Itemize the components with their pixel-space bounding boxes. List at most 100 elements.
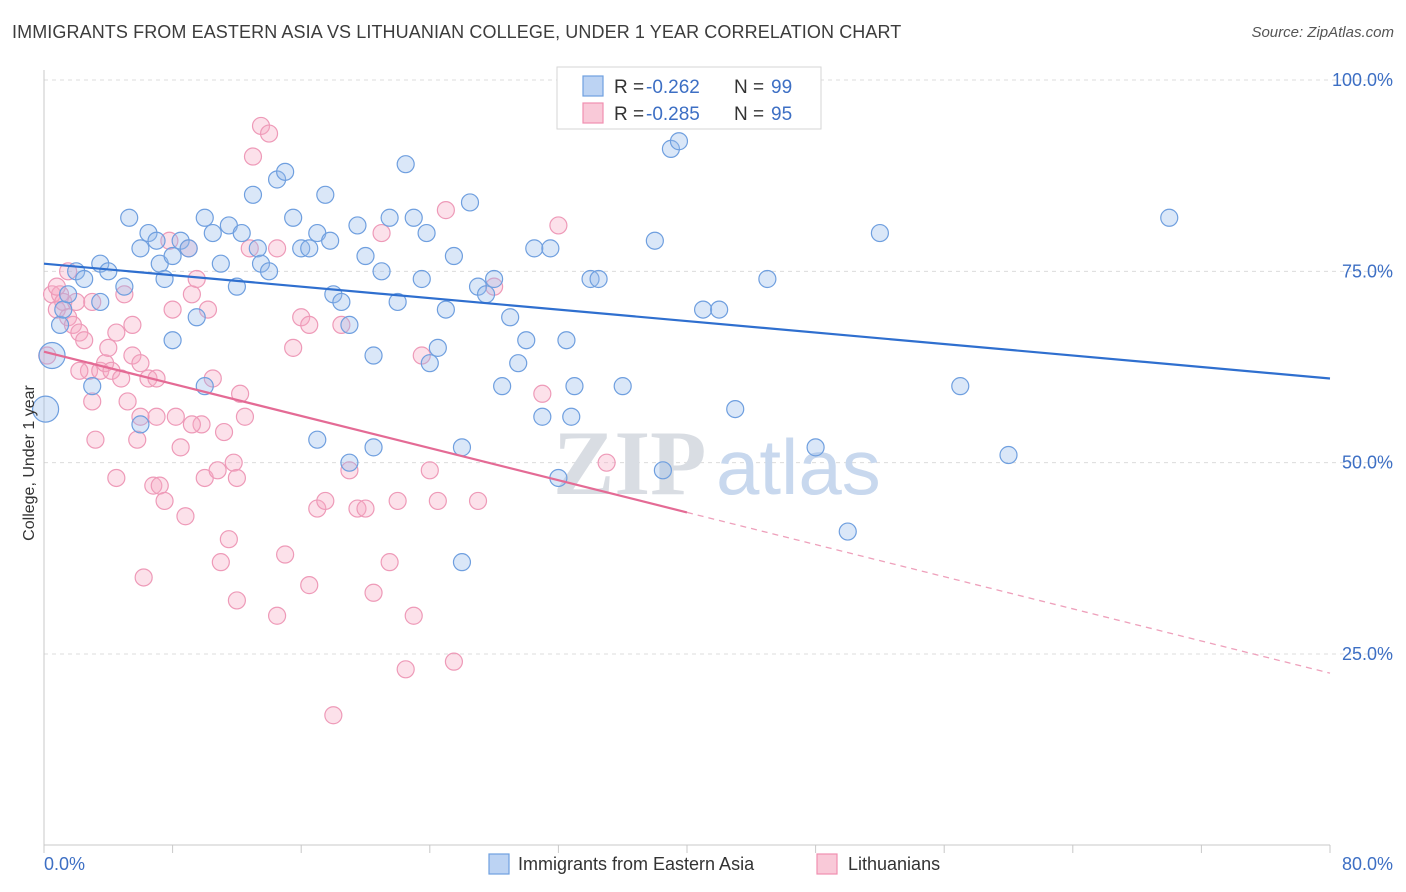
legend-n-label-blue: N =: [734, 77, 764, 98]
trend-line-lithuanians-extension: [686, 511, 1331, 674]
point-eastern-asia-43: [356, 246, 375, 266]
legend: R = -0.262 N = 99 R = -0.285 N = 95: [556, 66, 822, 130]
y-axis-label: College, Under 1 year: [21, 385, 38, 541]
legend-swatch-blue: [582, 75, 604, 97]
point-lithuanians-87: [107, 323, 126, 342]
point-lithuanians-51: [243, 147, 263, 166]
point-lithuanians-12: [86, 430, 105, 449]
point-eastern-asia-80: [669, 132, 689, 151]
point-lithuanians-19: [115, 285, 134, 304]
legend-n-label-pink: N =: [734, 104, 764, 125]
point-eastern-asia-32: [276, 162, 295, 181]
point-eastern-asia-46: [380, 208, 399, 227]
series-lithuanians: [38, 116, 616, 725]
point-eastern-asia-35: [300, 239, 319, 258]
point-eastern-asia-70: [562, 407, 581, 426]
point-eastern-asia-2: [50, 315, 70, 335]
point-lithuanians-34: [176, 507, 195, 526]
point-eastern-asia-22: [203, 223, 222, 243]
point-eastern-asia-84: [758, 269, 777, 289]
point-eastern-asia-12: [131, 239, 150, 258]
point-eastern-asia-55: [444, 246, 464, 266]
point-eastern-asia-78: [653, 461, 672, 480]
point-eastern-asia-6: [75, 269, 94, 289]
point-lithuanians-77: [468, 491, 488, 511]
point-lithuanians-29: [155, 491, 174, 511]
point-eastern-asia-30: [259, 262, 279, 281]
point-eastern-asia-62: [501, 308, 520, 327]
point-lithuanians-91: [227, 468, 246, 488]
point-eastern-asia-0: [32, 395, 60, 423]
point-lithuanians-61: [324, 706, 343, 725]
point-lithuanians-42: [208, 461, 227, 480]
bottom-legend-swatch-pink: [816, 853, 838, 875]
point-lithuanians-24: [134, 568, 153, 587]
point-lithuanians-55: [276, 545, 295, 564]
chart-title: IMMIGRANTS FROM EASTERN ASIA VS LITHUANI…: [12, 22, 902, 42]
point-eastern-asia-97: [452, 553, 472, 572]
point-eastern-asia-3: [54, 300, 73, 319]
point-lithuanians-43: [211, 553, 230, 572]
point-lithuanians-20: [118, 392, 137, 411]
point-lithuanians-44: [214, 422, 234, 442]
point-lithuanians-37: [187, 269, 206, 289]
point-lithuanians-90: [267, 239, 287, 258]
point-eastern-asia-38: [321, 231, 340, 250]
point-eastern-asia-73: [589, 269, 608, 289]
point-lithuanians-49: [235, 407, 255, 426]
point-lithuanians-11: [83, 392, 102, 411]
point-eastern-asia-40: [332, 292, 351, 312]
point-eastern-asia-91: [163, 331, 182, 350]
point-lithuanians-9: [75, 331, 94, 350]
y-tick-label-2: 75.0%: [1342, 261, 1393, 281]
point-lithuanians-47: [227, 591, 246, 610]
point-lithuanians-69: [388, 491, 407, 511]
point-lithuanians-54: [267, 606, 287, 625]
point-eastern-asia-82: [710, 300, 729, 319]
point-eastern-asia-94: [131, 415, 150, 434]
point-eastern-asia-98: [364, 438, 383, 457]
point-eastern-asia-61: [493, 377, 512, 396]
point-lithuanians-28: [150, 476, 169, 495]
point-lithuanians-17: [107, 468, 126, 488]
point-eastern-asia-90: [1160, 208, 1179, 227]
point-eastern-asia-26: [232, 223, 251, 243]
point-eastern-asia-96: [340, 453, 359, 472]
point-lithuanians-26: [144, 476, 163, 495]
point-eastern-asia-77: [645, 231, 664, 250]
point-eastern-asia-66: [533, 407, 552, 426]
point-eastern-asia-4: [59, 285, 78, 304]
point-eastern-asia-33: [284, 208, 303, 227]
point-eastern-asia-28: [248, 239, 267, 258]
point-lithuanians-86: [70, 361, 89, 380]
point-eastern-asia-75: [613, 377, 632, 396]
point-lithuanians-22: [128, 430, 147, 449]
point-lithuanians-67: [372, 223, 391, 243]
x-tick-label-0: 0.0%: [44, 854, 85, 874]
y-tick-label-3: 100.0%: [1332, 70, 1393, 90]
trend-line-eastern-asia: [43, 262, 1331, 380]
point-lithuanians-79: [533, 384, 552, 403]
point-eastern-asia-51: [417, 223, 436, 243]
point-eastern-asia-59: [476, 285, 496, 304]
point-lithuanians-89: [182, 415, 201, 434]
point-lithuanians-73: [420, 461, 439, 480]
point-eastern-asia-44: [364, 346, 383, 365]
bottom-legend-label-pink: Lithuanians: [848, 854, 940, 874]
point-eastern-asia-87: [870, 223, 890, 243]
point-eastern-asia-60: [485, 269, 504, 289]
point-eastern-asia-45: [372, 262, 391, 281]
point-eastern-asia-47: [388, 292, 407, 312]
point-eastern-asia-10: [115, 277, 134, 296]
point-lithuanians-23: [131, 354, 150, 373]
point-eastern-asia-41: [340, 315, 359, 335]
point-eastern-asia-57: [460, 193, 480, 212]
legend-swatch-pink: [582, 102, 604, 124]
point-eastern-asia-21: [195, 208, 214, 227]
point-eastern-asia-14: [147, 231, 166, 250]
point-eastern-asia-69: [557, 331, 576, 350]
point-eastern-asia-81: [693, 300, 713, 319]
point-eastern-asia-89: [999, 445, 1018, 465]
point-lithuanians-71: [404, 606, 423, 625]
